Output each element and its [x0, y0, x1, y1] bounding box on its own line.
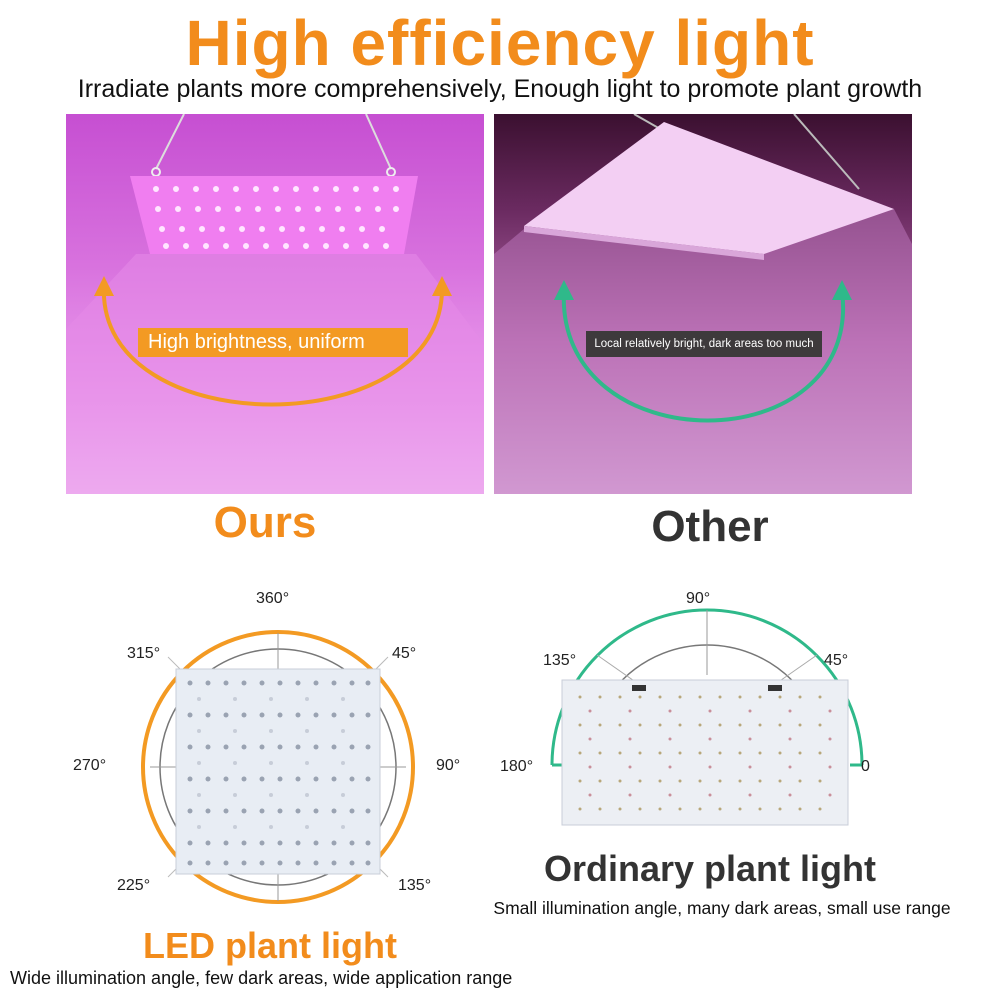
led-description: Wide illumination angle, few dark areas,…: [10, 968, 513, 988]
ours-badge: High brightness, uniform: [138, 328, 408, 357]
led-angle-135: 135°: [398, 877, 432, 894]
led-angle-315: 315°: [127, 645, 161, 662]
other-badge: Local relatively bright, dark areas too …: [586, 331, 822, 357]
ordinary-title: Ordinary plant light: [543, 848, 876, 889]
ordinary-angle-diagram: [550, 608, 864, 826]
other-light-illustration: [494, 114, 912, 494]
led-angle-90: 90°: [436, 757, 461, 774]
led-title: LED plant light: [143, 925, 397, 966]
led-angle-225: 225°: [117, 877, 151, 894]
ordinary-angle-90: 90°: [686, 590, 711, 607]
ordinary-angle-0: 0: [861, 758, 870, 775]
led-angle-diagram: [141, 630, 415, 904]
ordinary-description: Small illumination angle, many dark area…: [493, 898, 951, 918]
page-title: High efficiency light: [185, 7, 815, 79]
ours-light-illustration: [66, 114, 484, 494]
other-light-photo: [494, 114, 912, 494]
led-angle-360: 360°: [256, 590, 290, 607]
page-subtitle: Irradiate plants more comprehensively, E…: [77, 75, 923, 103]
ordinary-angle-180: 180°: [500, 758, 534, 775]
ordinary-angle-45: 45°: [824, 652, 849, 669]
other-label: Other: [651, 502, 769, 551]
led-angle-270: 270°: [73, 757, 107, 774]
led-angle-45: 45°: [392, 645, 417, 662]
ours-light-photo: [66, 114, 484, 494]
ordinary-angle-135: 135°: [543, 652, 577, 669]
ours-label: Ours: [213, 498, 317, 547]
